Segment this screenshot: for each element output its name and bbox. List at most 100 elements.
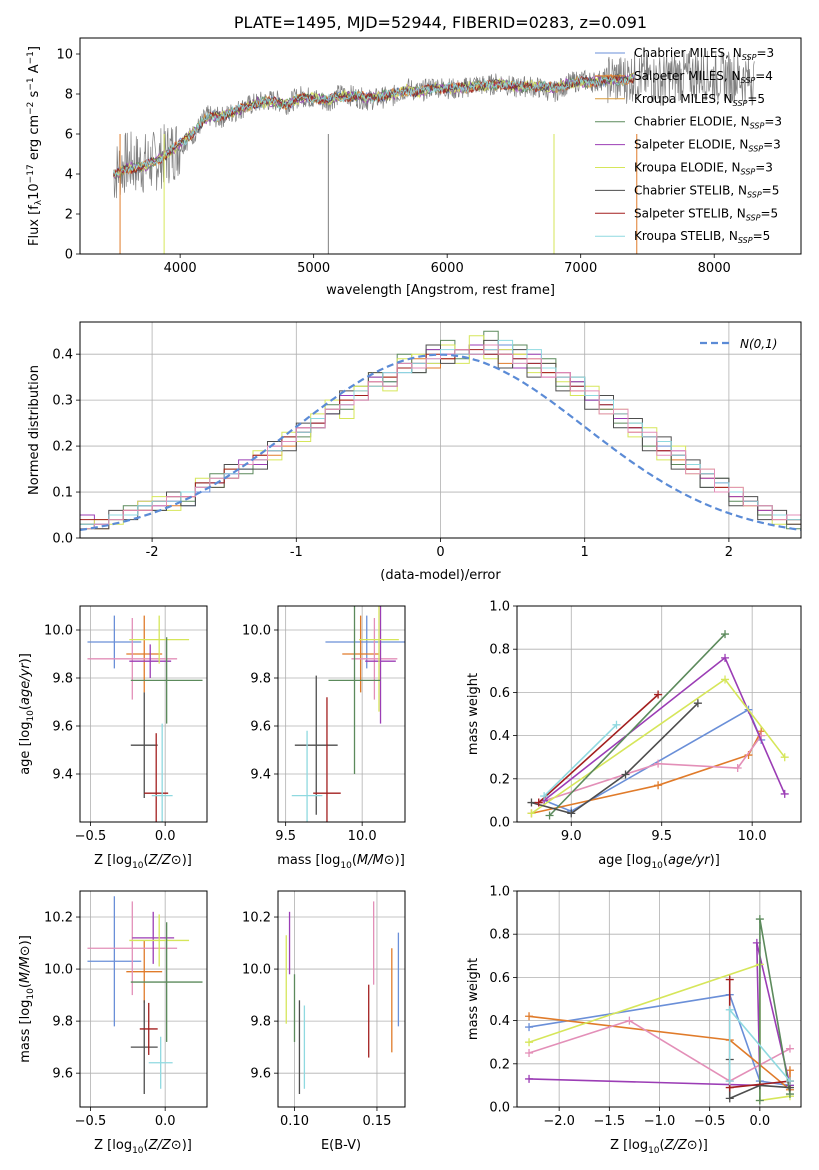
mw-age-point-marker xyxy=(621,770,630,779)
mw-z-ytick-label: 0.0 xyxy=(489,1101,510,1116)
age-z-ytick-label: 10.0 xyxy=(44,624,73,639)
residuals-xtick-label: 2 xyxy=(725,545,733,560)
mw-age-point-marker xyxy=(654,781,663,790)
mass-z-ylabel: mass [log10(M/M⊙)] xyxy=(18,935,36,1063)
age-mass-point xyxy=(328,606,381,774)
age-mass-point xyxy=(325,615,405,669)
residuals-xtick-label: 1 xyxy=(581,545,589,560)
mw-z-ytick-label: 0.2 xyxy=(489,1057,510,1072)
mw-age-ylabel: mass weight xyxy=(466,673,481,755)
mw-z-xtick-label: −1.5 xyxy=(594,1114,626,1129)
mass-z-ytick-label: 10.2 xyxy=(44,911,73,926)
age-z-point xyxy=(151,723,173,822)
mass-ebv-xlabel: E(B-V) xyxy=(321,1138,361,1153)
spectrum-ytick-label: 0 xyxy=(65,248,73,263)
residuals-xtick-label: 0 xyxy=(436,545,444,560)
mw-age-series-line xyxy=(543,724,618,797)
mw-z-point-marker xyxy=(525,1049,534,1057)
spectrum-model-line xyxy=(113,72,635,178)
mass-ebv-ytick-label: 9.8 xyxy=(250,1015,271,1030)
mw-age-point-marker xyxy=(693,699,702,708)
legend-entry: Kroupa ELODIE, NSSP=3 xyxy=(634,161,773,177)
age-z-ytick-label: 9.4 xyxy=(52,768,73,783)
age-z-point xyxy=(144,733,169,822)
mass-ebv-frame xyxy=(277,890,406,1108)
mw-z-point-marker xyxy=(525,1038,534,1047)
mw-age-series-line xyxy=(538,735,762,804)
mass-z-plot-area xyxy=(87,896,203,1094)
mw-z-ytick-label: 0.4 xyxy=(489,1014,510,1029)
mw-age-ytick-label: 0.6 xyxy=(489,686,510,701)
age-z-point xyxy=(87,615,142,669)
mass-z-ytick-label: 9.6 xyxy=(52,1067,73,1082)
mass-ebv-xtick-label: 0.15 xyxy=(362,1114,391,1129)
mass-z-ytick-label: 9.8 xyxy=(52,1015,73,1030)
residuals-plot-area xyxy=(80,330,801,538)
mw-z-point-marker xyxy=(755,1096,764,1105)
age-z-point xyxy=(130,692,158,798)
mw-age-ytick-label: 1.0 xyxy=(489,600,510,615)
mw-age-point-marker xyxy=(721,653,730,662)
age-mass-ytick-label: 9.6 xyxy=(250,720,271,735)
mw-age-series-line xyxy=(531,702,699,815)
mw-age-point-marker xyxy=(654,759,663,768)
mw-age-point-marker xyxy=(540,792,549,801)
mw-age-point-marker xyxy=(567,809,576,818)
mw-age-point-marker xyxy=(534,798,543,807)
mw-z-point-marker xyxy=(755,915,764,924)
age-z-point xyxy=(129,615,190,664)
age-z-point xyxy=(87,618,178,700)
spectrum-title: PLATE=1495, MJD=52944, FIBERID=0283, z=0… xyxy=(234,13,647,32)
mw-z-ytick-label: 0.8 xyxy=(489,928,510,943)
residuals-histogram xyxy=(80,344,801,538)
residuals-ytick-label: 0.1 xyxy=(52,486,73,501)
mass-z-point xyxy=(139,1002,158,1055)
mw-z-point-marker xyxy=(725,975,734,984)
mass-z-frame xyxy=(79,890,208,1108)
age-mass-ytick-label: 9.8 xyxy=(250,672,271,687)
mw-age-point-marker xyxy=(721,675,730,684)
spectrum-xtick-label: 5000 xyxy=(297,261,330,276)
mw-z-axes: −2.0 −1.5 −1.0 −0.5 0.0 0.0 0.2 0.4 0.6 0.8 1.0 xyxy=(489,885,801,1129)
mw-age-point-marker xyxy=(721,630,730,639)
mw-age-xtick-label: 10.0 xyxy=(738,829,767,844)
mw-z-xtick-label: −2.0 xyxy=(543,1114,575,1129)
mw-z-series-line xyxy=(528,942,791,1087)
legend-entry: Salpeter MILES, NSSP=4 xyxy=(634,69,773,85)
mw-z-point-marker xyxy=(525,1012,534,1021)
mw-age-ytick-label: 0.2 xyxy=(489,772,510,787)
mass-z-point xyxy=(129,914,190,967)
mw-age-point-marker xyxy=(654,690,663,699)
mw-z-xtick-label: −1.0 xyxy=(644,1114,676,1129)
age-mass-point xyxy=(351,618,398,700)
age-mass-point xyxy=(359,606,399,712)
mw-age-point-marker xyxy=(733,764,742,772)
legend-entry: Chabrier ELODIE, NSSP=3 xyxy=(634,115,782,131)
mw-age-xtick-label: 9.5 xyxy=(651,829,672,844)
mass-z-point xyxy=(87,901,178,996)
legend-entry: N(0,1) xyxy=(740,337,777,351)
residuals-gaussian-line xyxy=(80,353,801,531)
spectrum-xlabel: wavelength [Angstrom, rest frame] xyxy=(326,283,555,298)
mass-z-point xyxy=(87,896,142,1027)
legend-entry: Chabrier STELIB, NSSP=5 xyxy=(634,183,779,199)
mass-z-point xyxy=(130,1000,158,1094)
mw-z-point-marker xyxy=(725,1005,734,1014)
age-mass-xtick-label: 10.0 xyxy=(348,829,377,844)
legend-entry: Kroupa MILES, NSSP=5 xyxy=(634,92,765,108)
age-z-plot-area xyxy=(87,615,203,822)
spectrum-xtick-label: 4000 xyxy=(164,261,197,276)
legend-entry: Chabrier MILES, NSSP=3 xyxy=(634,46,774,62)
spectrum-model-line xyxy=(113,73,635,177)
spectrum-ytick-label: 10 xyxy=(56,48,73,63)
age-mass-frame xyxy=(277,605,406,823)
mw-age-frame xyxy=(516,605,802,823)
mw-z-xlabel: Z [log10(Z/Z⊙)] xyxy=(610,1138,708,1156)
mass-ebv-ytick-label: 10.0 xyxy=(242,963,271,978)
mass-z-point xyxy=(130,922,203,1042)
mw-age-point-marker xyxy=(780,789,789,798)
residuals-ylabel: Normed distribution xyxy=(27,365,42,495)
mw-age-point-marker xyxy=(545,811,554,820)
spectrum-ytick-label: 6 xyxy=(65,128,73,143)
